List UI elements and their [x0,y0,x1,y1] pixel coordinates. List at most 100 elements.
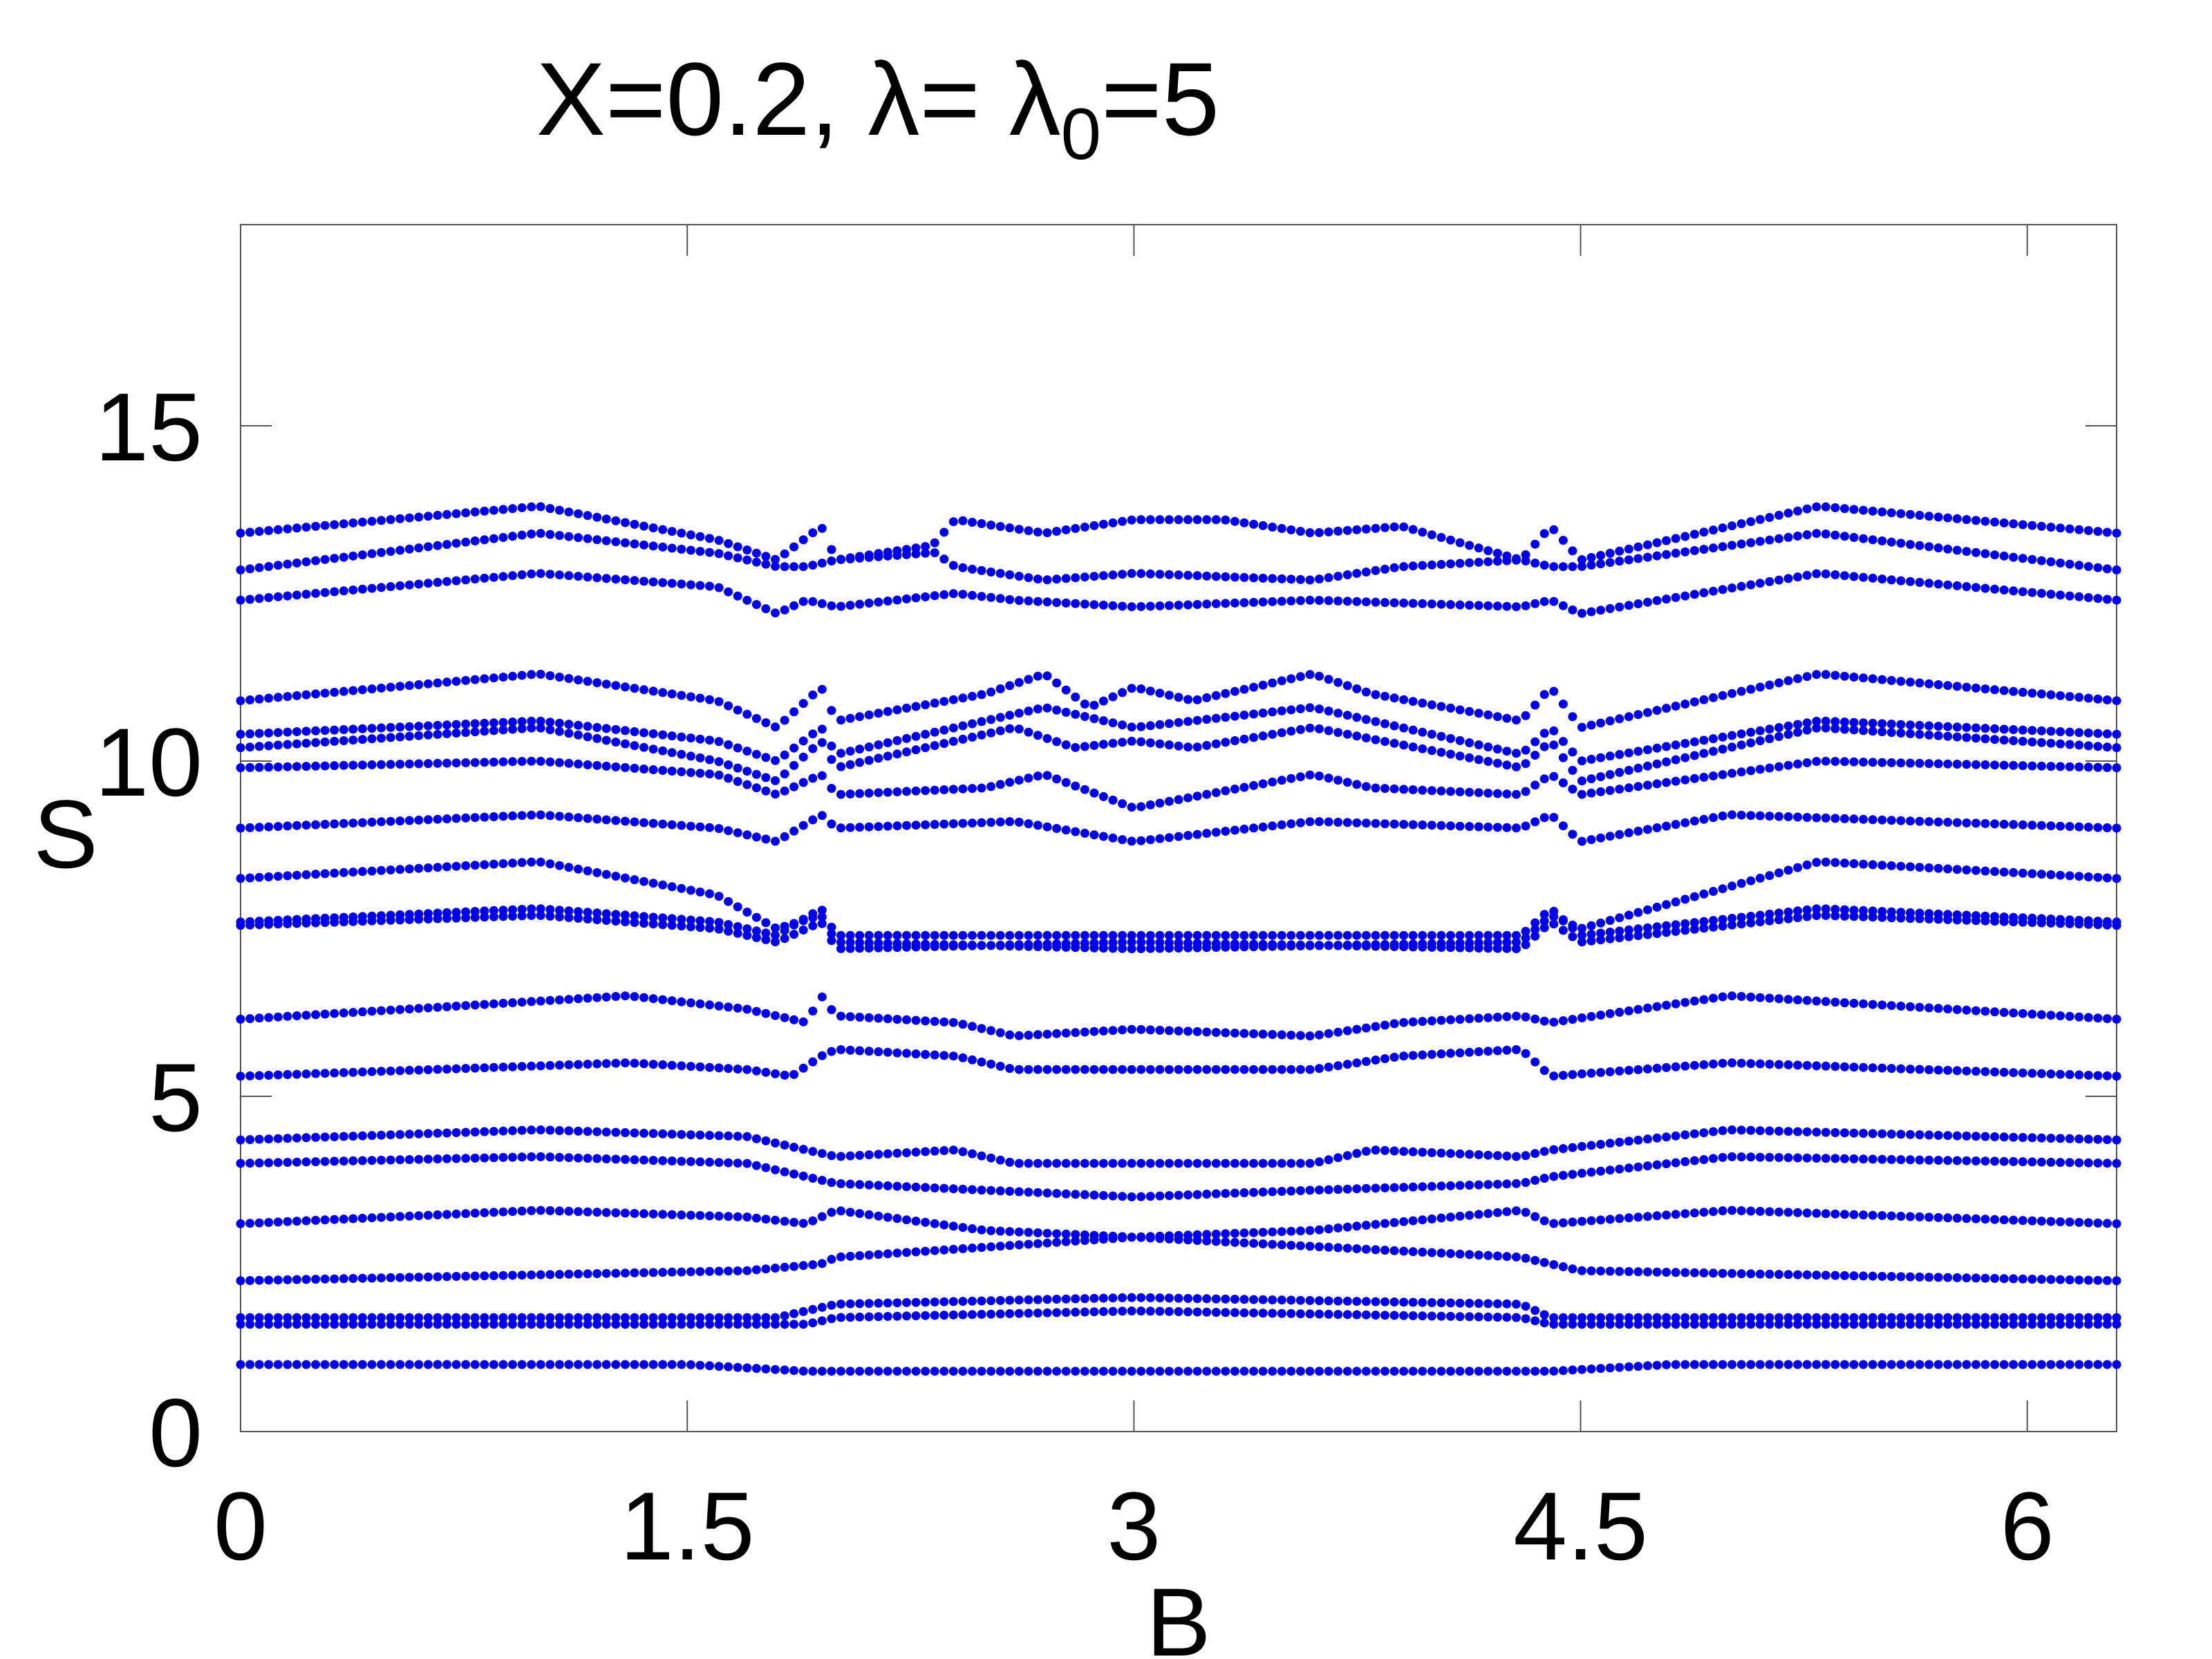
data-point [620,1208,630,1218]
data-point [771,923,780,932]
data-point [1915,578,1924,587]
data-point [780,1070,789,1080]
data-point [1633,1267,1643,1277]
data-point [1352,1244,1362,1253]
data-point [1577,789,1586,799]
data-point [1174,1190,1183,1200]
data-point [742,1313,752,1322]
data-point [1539,1016,1549,1026]
data-point [921,729,930,739]
data-point [1999,585,2009,594]
data-point [2093,1159,2103,1168]
y-tick-label: 0 [149,1378,203,1487]
data-point [1427,1049,1436,1059]
data-point [1530,599,1540,608]
data-point [470,1153,480,1163]
data-point [667,914,677,924]
data-point [667,527,677,536]
data-point [1821,910,1830,920]
data-point [1483,1250,1493,1260]
data-point [1352,1367,1362,1376]
data-point [574,1153,583,1163]
data-point [1980,1360,1990,1369]
data-point [395,910,405,919]
data-point [1774,1360,1783,1369]
data-point [1052,678,1062,688]
data-point [1859,718,1868,728]
data-point [1502,551,1512,561]
data-point [1436,560,1446,569]
data-point [320,1069,330,1078]
data-point [527,997,536,1006]
data-point [414,1211,424,1221]
data-point [1080,1190,1089,1199]
data-point [1539,1174,1549,1183]
data-point [986,930,996,940]
data-point [1164,1026,1174,1035]
data-point [1652,551,1662,561]
data-point [273,872,283,881]
data-point [498,533,508,542]
data-point [592,573,602,583]
data-point [357,1273,367,1283]
data-point [601,1268,611,1278]
data-point [1155,1159,1165,1168]
data-point [1558,1144,1568,1154]
data-point [2046,1157,2056,1167]
data-point [1268,678,1277,688]
data-point [1221,572,1230,581]
data-point [357,685,367,695]
data-point [2112,528,2121,538]
data-point [1342,1060,1352,1069]
data-point [320,1215,330,1225]
data-point [1671,1320,1680,1329]
data-point [658,542,668,552]
data-point [1361,1221,1371,1230]
data-point [283,1217,292,1226]
data-point [1596,551,1606,560]
data-point [1502,937,1512,947]
data-point [1361,1244,1371,1254]
data-point [1896,720,1906,729]
data-point [2112,565,2121,574]
data-point [630,918,639,927]
data-point [1549,771,1559,781]
data-point [1830,570,1840,579]
data-point [789,1366,799,1376]
data-point [2027,688,2037,698]
data-point [545,725,555,735]
data-point [639,540,648,550]
data-point [1539,729,1549,738]
data-point [1014,724,1024,734]
data-point [1380,1145,1389,1155]
data-point [1877,861,1887,870]
plot-frame [240,224,2117,1432]
data-point [433,1065,442,1074]
data-point [1980,1273,1990,1283]
data-point [1108,833,1118,843]
data-point [1249,1159,1259,1168]
data-point [1380,1219,1389,1228]
data-point [433,720,442,730]
data-point [1361,1367,1371,1376]
data-point [527,1125,536,1135]
data-point [1258,709,1268,718]
data-point [1793,720,1803,729]
data-point [1558,1218,1568,1228]
data-point [592,1127,602,1136]
data-point [1249,942,1259,952]
data-point [789,1217,799,1227]
data-point [1399,522,1409,532]
data-point [1643,597,1652,607]
data-point [1127,736,1136,746]
data-point [1765,1269,1774,1279]
data-point [1305,575,1315,585]
data-point [1596,1266,1606,1276]
data-point [1342,681,1352,691]
data-point [2056,762,2065,771]
data-point [1821,502,1830,512]
data-point [1802,570,1812,580]
data-point [845,554,855,563]
data-point [658,730,668,740]
data-point [414,815,424,825]
